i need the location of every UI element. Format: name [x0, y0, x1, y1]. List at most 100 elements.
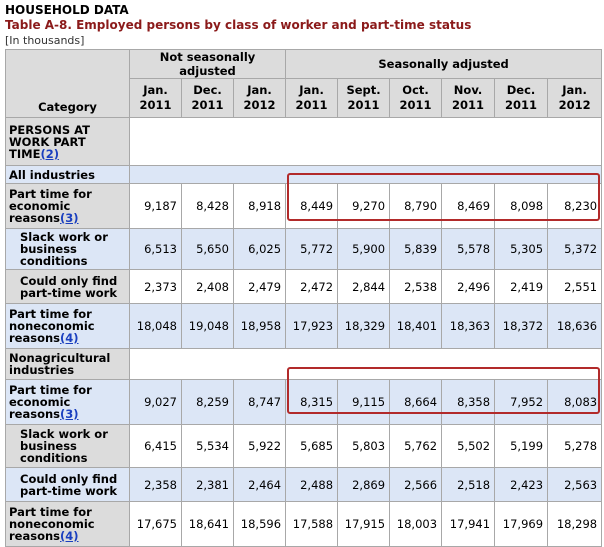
value-cell: 8,428: [181, 183, 234, 229]
value-cell: 18,636: [547, 303, 603, 349]
value-cell: 8,469: [441, 183, 496, 229]
value-cell: 2,479: [232, 269, 287, 304]
date-month: Jan.: [299, 83, 324, 97]
value-cell: 2,373: [129, 269, 182, 304]
employment-table: Category Not seasonally adjusted Seasona…: [5, 49, 603, 547]
table-row: Part time for noneconomic reasons(4) 17,6…: [5, 501, 603, 547]
date-month: Dec.: [506, 83, 536, 97]
value-cell: 8,918: [232, 183, 287, 229]
value-cell: 8,230: [547, 183, 603, 229]
value-cell: 8,259: [181, 379, 234, 425]
row-label: Slack work or business conditions: [20, 230, 108, 268]
value-cell: 17,915: [337, 501, 391, 547]
value-cell: 17,923: [285, 303, 339, 349]
value-cell: 2,844: [337, 269, 391, 304]
value-cell: 18,363: [441, 303, 496, 349]
value-cell: 18,372: [494, 303, 549, 349]
date-month: Jan.: [247, 83, 272, 97]
row-label: Part time for noneconomic reasons: [9, 505, 95, 543]
value-cell: 18,298: [547, 501, 603, 547]
table-title: Table A-8. Employed persons by class of …: [5, 18, 472, 32]
value-cell: 5,762: [389, 424, 443, 468]
date-header: Dec. 2011: [494, 78, 549, 118]
date-year: 2011: [399, 98, 432, 112]
date-month: Dec.: [193, 83, 222, 97]
value-cell: 2,419: [494, 269, 549, 304]
value-cell: 5,900: [337, 228, 391, 270]
date-month: Oct.: [402, 83, 429, 97]
date-year: 2011: [139, 98, 172, 112]
section-label-cell: PERSONS AT WORK PART TIME(2): [5, 117, 130, 166]
section-label-text: PERSONS AT WORK PART TIME: [9, 122, 90, 161]
value-cell: 5,772: [285, 228, 339, 270]
table-row: Part time for noneconomic reasons(4) 18,0…: [5, 303, 603, 349]
value-cell: 5,305: [494, 228, 549, 270]
table-row: Could only find part-time work 2,358 2,381…: [5, 467, 603, 502]
value-cell: 5,922: [232, 424, 287, 468]
group-header-sa: Seasonally adjusted: [285, 49, 603, 79]
date-header: Jan. 2012: [547, 78, 603, 118]
section-label-text: All industries: [9, 167, 95, 182]
date-month: Sept.: [346, 83, 381, 97]
value-cell: 17,941: [441, 501, 496, 547]
value-cell: 8,449: [285, 183, 339, 229]
value-cell: 17,969: [494, 501, 549, 547]
row-label-cell: Part time for economic reasons(3): [5, 183, 130, 229]
date-year: 2011: [295, 98, 328, 112]
value-cell: 5,278: [547, 424, 603, 468]
row-label-cell: Part time for noneconomic reasons(4): [5, 501, 130, 547]
row-label-cell: Could only find part-time work: [5, 269, 130, 304]
value-cell: 2,551: [547, 269, 603, 304]
row-label: Slack work or business conditions: [20, 427, 108, 465]
value-cell: 2,538: [389, 269, 443, 304]
section-label-cell: Nonagricultural industries: [5, 348, 130, 380]
section-label-text: Nonagricultural industries: [9, 351, 111, 377]
value-cell: 2,518: [441, 467, 496, 502]
row-label: Could only find part-time work: [20, 471, 118, 498]
section-label: HOUSEHOLD DATA: [5, 3, 129, 17]
row-label-cell: Part time for economic reasons(3): [5, 379, 130, 425]
footnote-link[interactable]: (3): [60, 211, 79, 225]
highlight-box-nonagricultural: [287, 367, 600, 414]
row-label-cell: Slack work or business conditions: [5, 228, 130, 270]
date-month: Jan.: [143, 83, 168, 97]
value-cell: 18,596: [232, 501, 287, 547]
group-header-nsa: Not seasonally adjusted: [128, 49, 287, 79]
date-year: 2011: [452, 98, 485, 112]
row-label: Part time for economic reasons: [9, 383, 92, 421]
footnote-link[interactable]: (2): [40, 146, 59, 161]
value-cell: 5,685: [285, 424, 339, 468]
value-cell: 18,641: [181, 501, 234, 547]
value-cell: 5,839: [389, 228, 443, 270]
highlight-box-all-industries: [287, 173, 600, 221]
value-cell: 2,408: [181, 269, 234, 304]
value-cell: 2,869: [337, 467, 391, 502]
units-note: [In thousands]: [5, 34, 85, 47]
date-header: Dec. 2011: [181, 78, 234, 118]
value-cell: 17,675: [129, 501, 182, 547]
value-cell: 5,578: [441, 228, 496, 270]
footnote-link[interactable]: (4): [60, 529, 79, 543]
value-cell: 5,502: [441, 424, 496, 468]
value-cell: 5,372: [547, 228, 603, 270]
value-cell: 18,401: [389, 303, 443, 349]
value-cell: 5,199: [494, 424, 549, 468]
value-cell: 9,027: [129, 379, 182, 425]
value-cell: 6,025: [232, 228, 287, 270]
value-cell: 18,003: [389, 501, 443, 547]
value-cell: 9,187: [129, 183, 182, 229]
footnote-link[interactable]: (4): [60, 331, 79, 345]
value-cell: 2,464: [232, 467, 287, 502]
value-cell: 2,381: [181, 467, 234, 502]
row-label-cell: Could only find part-time work: [5, 467, 130, 502]
table-row: Could only find part-time work 2,373 2,408…: [5, 269, 603, 304]
date-header: Sept. 2011: [337, 78, 391, 118]
footnote-link[interactable]: (3): [60, 407, 79, 421]
row-label: Part time for noneconomic reasons: [9, 307, 95, 345]
date-header: Oct. 2011: [389, 78, 443, 118]
date-header: Nov. 2011: [441, 78, 496, 118]
value-cell: 6,513: [129, 228, 182, 270]
value-cell: 5,534: [181, 424, 234, 468]
table-row: Slack work or business conditions 6,415 5,…: [5, 424, 603, 468]
date-year: 2012: [243, 98, 276, 112]
